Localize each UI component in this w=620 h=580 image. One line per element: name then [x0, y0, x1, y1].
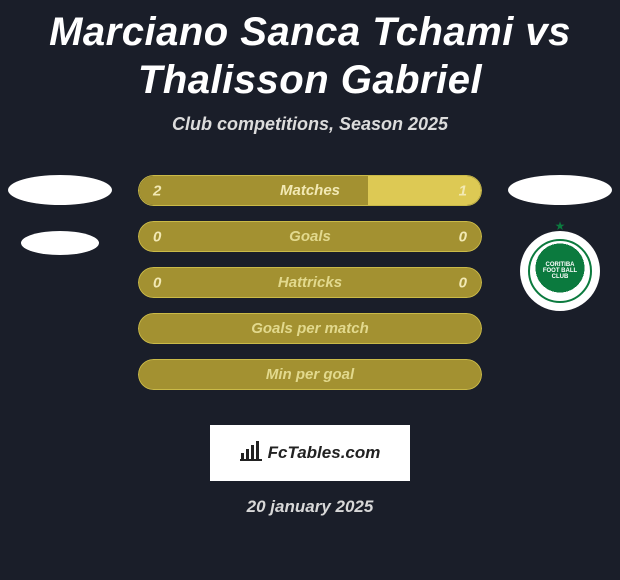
player-left-slot [8, 175, 112, 255]
player-left-club-placeholder [21, 231, 99, 255]
bar-chart-icon [240, 441, 262, 466]
comparison-area: ★ CORITIBAFOOT BALLCLUB Matches 2 1 Goals 0 0… [0, 175, 620, 415]
stat-bar: Goals per match [138, 313, 482, 344]
stat-label: Matches [280, 182, 340, 199]
brand-box: FcTables.com [210, 425, 410, 481]
player-right-slot: ★ CORITIBAFOOT BALLCLUB [508, 175, 612, 311]
stat-value-right: 0 [459, 228, 467, 245]
club-crest-text: CORITIBAFOOT BALLCLUB [543, 262, 577, 280]
stat-label: Hattricks [278, 274, 342, 291]
player-right-photo-placeholder [508, 175, 612, 205]
snapshot-date: 20 january 2025 [0, 497, 620, 517]
player-right-club-badge: ★ CORITIBAFOOT BALLCLUB [520, 231, 600, 311]
stat-label: Goals [289, 228, 331, 245]
stat-value-left: 2 [153, 182, 161, 199]
stat-label: Goals per match [251, 320, 369, 337]
stat-bar: Hattricks 0 0 [138, 267, 482, 298]
club-star-icon: ★ [555, 219, 566, 233]
stat-value-left: 0 [153, 274, 161, 291]
page-subtitle: Club competitions, Season 2025 [0, 114, 620, 135]
stat-value-left: 0 [153, 228, 161, 245]
stat-value-right: 1 [459, 182, 467, 199]
club-crest-icon: CORITIBAFOOT BALLCLUB [528, 239, 592, 303]
stat-value-right: 0 [459, 274, 467, 291]
stat-bars: Matches 2 1 Goals 0 0 Hattricks 0 0 Goals per mat… [138, 175, 482, 390]
stat-bar: Matches 2 1 [138, 175, 482, 206]
stat-bar: Min per goal [138, 359, 482, 390]
player-left-photo-placeholder [8, 175, 112, 205]
page-title: Marciano Sanca Tchami vs Thalisson Gabri… [0, 0, 620, 104]
stat-bar: Goals 0 0 [138, 221, 482, 252]
brand-text: FcTables.com [268, 443, 381, 463]
stat-label: Min per goal [266, 366, 354, 383]
